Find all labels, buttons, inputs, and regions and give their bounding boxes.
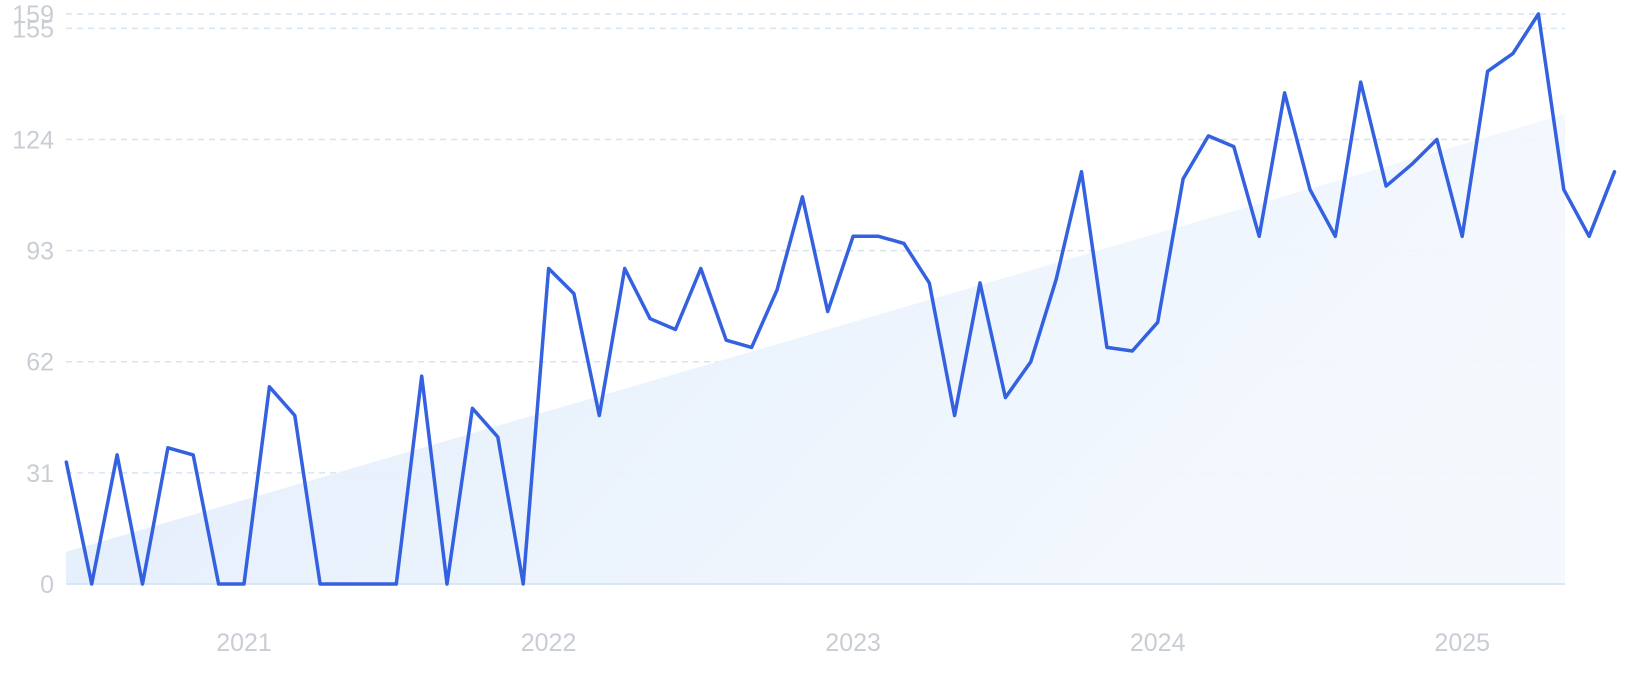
trend-area-shape: [66, 114, 1565, 585]
y-tick-label: 124: [12, 126, 54, 154]
x-tick-label: 2025: [1434, 629, 1490, 657]
y-tick-label: 62: [26, 349, 54, 377]
y-tick-label: 93: [26, 238, 54, 266]
x-tick-label: 2023: [825, 629, 881, 657]
y-tick-label: 159: [12, 1, 54, 29]
x-tick-label: 2024: [1130, 629, 1186, 657]
x-axis-ticks: 2021 2022 2023 2024 2025: [216, 629, 1490, 657]
y-tick-label: 0: [40, 571, 54, 599]
x-tick-label: 2022: [521, 629, 577, 657]
series-line-path: [64, 12, 1617, 586]
trend-area: [66, 114, 1565, 585]
series-line: [64, 12, 1617, 586]
y-tick-label: 155: [12, 15, 54, 43]
y-tick-label: 31: [26, 460, 54, 488]
x-tick-label: 2021: [216, 629, 272, 657]
